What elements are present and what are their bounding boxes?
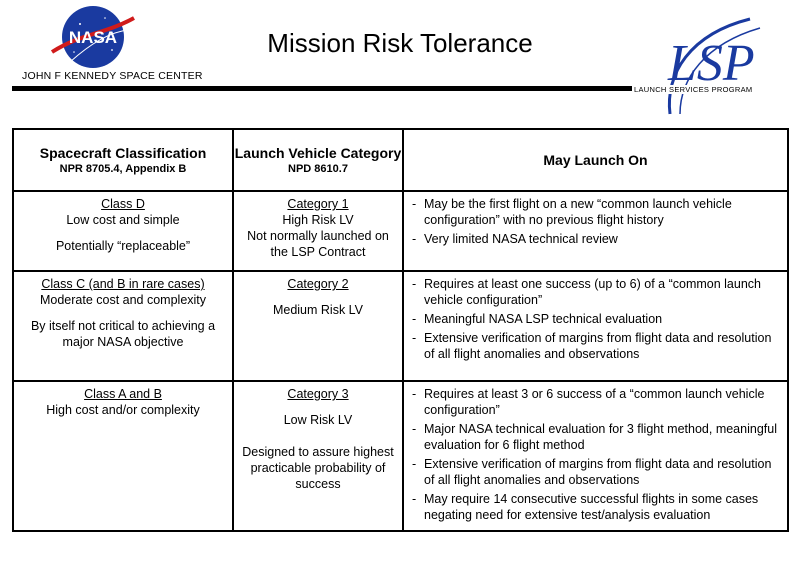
list-item: Extensive verification of margins from f… bbox=[412, 456, 779, 488]
svg-text:LSP: LSP bbox=[667, 35, 755, 92]
list-item: May be the first flight on a new “common… bbox=[412, 196, 779, 228]
launch-on-cell: May be the first flight on a new “common… bbox=[402, 190, 789, 272]
table-row: Class D Low cost and simple Potentially … bbox=[12, 190, 789, 272]
category-cell: Category 3 Low Risk LV Designed to assur… bbox=[232, 380, 404, 532]
category-cell: Category 2 Medium Risk LV bbox=[232, 270, 404, 382]
risk-tolerance-table: Spacecraft Classification NPR 8705.4, Ap… bbox=[12, 128, 789, 532]
header-launch-vehicle-category: Launch Vehicle Category NPD 8610.7 bbox=[232, 128, 404, 192]
lsp-logo: LSP bbox=[667, 17, 761, 115]
class-cell: Class D Low cost and simple Potentially … bbox=[12, 190, 234, 272]
class-cell: Class A and B High cost and/or complexit… bbox=[12, 380, 234, 532]
class-cell: Class C (and B in rare cases) Moderate c… bbox=[12, 270, 234, 382]
list-item: Requires at least one success (up to 6) … bbox=[412, 276, 779, 308]
list-item: Requires at least 3 or 6 success of a “c… bbox=[412, 386, 779, 418]
list-item: Meaningful NASA LSP technical evaluation bbox=[412, 311, 779, 327]
header-rule bbox=[12, 86, 632, 91]
kennedy-space-center-label: JOHN F KENNEDY SPACE CENTER bbox=[22, 70, 203, 82]
launch-services-program-label: LAUNCH SERVICES PROGRAM bbox=[632, 85, 755, 94]
svg-text:NASA: NASA bbox=[69, 28, 117, 47]
category-cell: Category 1 High Risk LV Not normally lau… bbox=[232, 190, 404, 272]
list-item: Major NASA technical evaluation for 3 fl… bbox=[412, 421, 779, 453]
launch-on-cell: Requires at least 3 or 6 success of a “c… bbox=[402, 380, 789, 532]
launch-on-cell: Requires at least one success (up to 6) … bbox=[402, 270, 789, 382]
list-item: Extensive verification of margins from f… bbox=[412, 330, 779, 362]
list-item: May require 14 consecutive successful fl… bbox=[412, 491, 779, 523]
header-may-launch-on: May Launch On bbox=[402, 128, 789, 192]
table-header-row: Spacecraft Classification NPR 8705.4, Ap… bbox=[12, 128, 789, 192]
table-row: Class C (and B in rare cases) Moderate c… bbox=[12, 270, 789, 382]
page-title: Mission Risk Tolerance bbox=[267, 28, 533, 58]
table-row: Class A and B High cost and/or complexit… bbox=[12, 380, 789, 532]
nasa-meatball-logo: NASA bbox=[50, 6, 135, 68]
header-spacecraft-classification: Spacecraft Classification NPR 8705.4, Ap… bbox=[12, 128, 234, 192]
list-item: Very limited NASA technical review bbox=[412, 231, 779, 247]
slide-header: NASA JOHN F KENNEDY SPACE CENTER Mission… bbox=[0, 0, 799, 120]
